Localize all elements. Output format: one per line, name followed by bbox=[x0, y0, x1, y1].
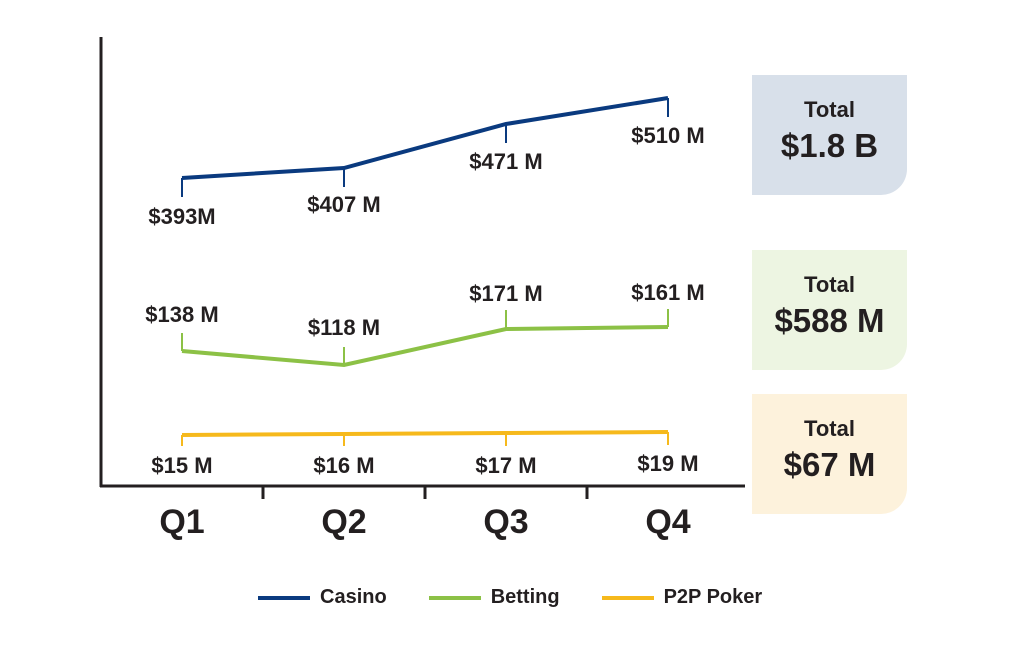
data-label: $138 M bbox=[145, 302, 218, 327]
betting-line bbox=[181, 325, 669, 368]
total-label: Total bbox=[804, 416, 855, 441]
x-tick-label: Q2 bbox=[321, 503, 366, 541]
legend-item-betting: Betting bbox=[428, 586, 560, 609]
data-label: $161 M bbox=[631, 280, 704, 305]
total-value: $1.8 B bbox=[780, 127, 879, 164]
total-box-betting: Total $588 M bbox=[752, 250, 907, 370]
total-value: $588 M bbox=[774, 302, 885, 339]
chart-legend: Casino Betting P2P Poker bbox=[258, 586, 804, 609]
total-box-p2p-poker: Total $67 M bbox=[752, 394, 907, 514]
data-label: $171 M bbox=[469, 281, 542, 306]
x-tick-label: Q1 bbox=[159, 503, 204, 541]
legend-item-p2p-poker: P2P Poker bbox=[601, 586, 763, 609]
total-label: Total bbox=[804, 97, 855, 122]
series-p2p-poker: $15 M $16 M $17 M $19 M bbox=[151, 430, 699, 478]
data-label: $15 M bbox=[151, 453, 212, 478]
data-label: $118 M bbox=[308, 315, 380, 340]
legend-item-casino: Casino bbox=[258, 586, 387, 609]
p2p-poker-line bbox=[181, 430, 669, 437]
total-box-casino: Total $1.8 B bbox=[752, 75, 907, 195]
series-betting: $138 M $118 M $171 M $161 M bbox=[145, 280, 705, 368]
total-value: $67 M bbox=[783, 446, 876, 483]
legend-swatch-icon bbox=[601, 595, 654, 600]
legend-swatch-icon bbox=[258, 595, 310, 600]
x-tick-label: Q4 bbox=[645, 503, 690, 541]
data-label: $407 M bbox=[307, 192, 380, 217]
legend-label: Casino bbox=[320, 586, 387, 608]
legend-swatch-icon bbox=[428, 595, 481, 600]
data-label: $16 M bbox=[313, 453, 374, 478]
casino-line bbox=[181, 96, 669, 180]
legend-label: Betting bbox=[490, 586, 560, 608]
data-label: $17 M bbox=[475, 453, 536, 478]
x-tick-label: Q3 bbox=[483, 503, 528, 541]
data-label: $510 M bbox=[631, 123, 704, 148]
series-casino: $393M $407 M $471 M $510 M bbox=[148, 96, 705, 229]
data-label: $471 M bbox=[469, 149, 542, 174]
legend-label: P2P Poker bbox=[663, 586, 763, 608]
data-label: $19 M bbox=[637, 451, 698, 476]
total-label: Total bbox=[804, 272, 855, 297]
data-label: $393M bbox=[148, 204, 215, 229]
